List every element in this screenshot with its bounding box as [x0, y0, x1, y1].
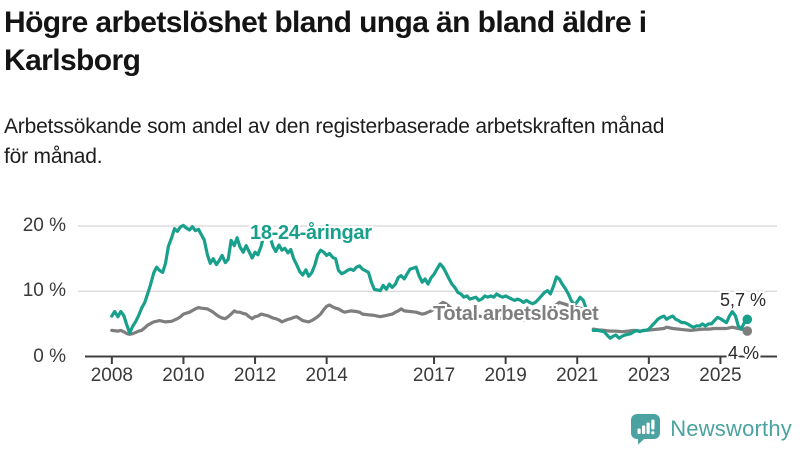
series-line [110, 223, 591, 335]
x-tick-label: 2017 [412, 365, 456, 386]
series-end-dot [742, 326, 753, 336]
x-tick-label: 2023 [627, 365, 670, 386]
series-line [591, 309, 749, 340]
speech-bubble-bar-chart-icon [631, 414, 661, 445]
x-tick-label: 2010 [162, 365, 205, 386]
logo-wordmark: Newsworthy [670, 415, 792, 441]
end-value-label-total: 4 % [727, 343, 759, 363]
y-tick-label: 0 % [33, 345, 66, 367]
series-line [110, 300, 591, 336]
x-tick-label: 2008 [90, 365, 133, 386]
x-tick-label: 2019 [484, 365, 527, 386]
page-title: Högre arbetslöshet bland unga än bland ä… [4, 6, 647, 77]
series-lines [110, 223, 749, 340]
x-tick-label: 2025 [699, 365, 742, 386]
y-tick-label: 10 % [22, 280, 66, 302]
gridlines [78, 225, 777, 292]
series-label-youth: 18-24-åringar [250, 222, 372, 244]
page-subtitle: Arbetssökande som andel av den registerb… [4, 115, 665, 168]
end-value-label-youth: 5,7 % [719, 290, 766, 310]
x-tick-label: 2014 [305, 365, 348, 386]
y-tick-label: 20 % [22, 215, 66, 237]
x-tick-label: 2021 [556, 365, 599, 386]
series-end-dots [742, 314, 753, 336]
x-tick-label: 2012 [233, 365, 277, 386]
series-label-total: Total arbetslöshet [433, 303, 599, 325]
series-end-dot [742, 314, 753, 325]
newsworthy-logo: Newsworthy [629, 412, 792, 445]
series-line [591, 325, 749, 334]
x-axis-ticks [110, 357, 722, 364]
